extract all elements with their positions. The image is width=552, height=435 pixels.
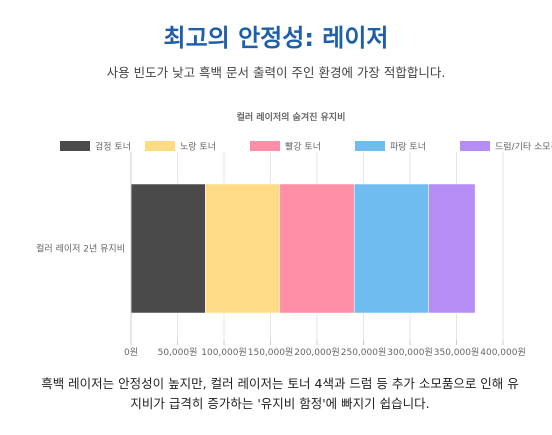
legend-label: 검정 토너 <box>95 141 131 153</box>
bar-segment <box>130 183 206 314</box>
bar-segment <box>279 183 355 314</box>
x-tick-label: 200,000원 <box>294 347 340 358</box>
legend-swatch <box>460 141 490 151</box>
legend-item: 드럼/기타 소모품 <box>460 141 552 153</box>
x-axis: 0원 50,000원 100,000원 150,000원 200,000원 250,000… <box>124 340 526 358</box>
bar-segment <box>205 183 281 314</box>
y-tick-label: 컬러 레이저 2년 유지비 <box>36 244 125 255</box>
chart-bars <box>130 183 476 314</box>
x-tick-label: 350,000원 <box>434 347 480 358</box>
x-tick-label: 0원 <box>124 347 138 358</box>
legend-label: 드럼/기타 소모품 <box>495 141 552 153</box>
x-tick-label: 250,000원 <box>341 347 387 358</box>
legend-swatch <box>145 141 175 151</box>
x-tick-label: 100,000원 <box>201 347 247 358</box>
legend-label: 빨강 토너 <box>285 142 321 153</box>
legend-swatch <box>250 141 280 151</box>
legend-label: 노랑 토너 <box>180 141 216 153</box>
chart-title: 컬러 레이저의 숨겨진 유지비 <box>237 111 346 123</box>
bar-segment <box>428 183 476 314</box>
page-title: 최고의 안정성: 레이저 <box>163 24 389 52</box>
footer-note: 흑백 레이저는 안정성이 높지만, 컬러 레이저는 토너 4색과 드럼 등 추가… <box>41 376 519 411</box>
y-axis: 컬러 레이저 2년 유지비 <box>36 152 132 340</box>
x-tick-label: 50,000원 <box>158 347 198 358</box>
legend-item: 파랑 토너 <box>355 141 426 153</box>
x-tick-label: 300,000원 <box>387 347 433 358</box>
bar-segment <box>353 183 429 314</box>
page-subtitle: 사용 빈도가 낮고 흑백 문서 출력이 주인 환경에 가장 적합합니다. <box>106 65 446 80</box>
x-tick-label: 400,000원 <box>480 347 526 358</box>
legend-item: 검정 토너 <box>60 141 131 153</box>
legend-item: 빨강 토너 <box>250 141 321 153</box>
x-tick-label: 150,000원 <box>248 347 294 358</box>
legend-swatch <box>60 141 90 151</box>
chart-legend: 검정 토너 노랑 토너 빨강 토너 파랑 토너 드럼/기타 소모품 <box>60 141 552 153</box>
stacked-bar-chart: 컬러 레이저의 숨겨진 유지비 검정 토너 노랑 토너 빨강 토너 파랑 토너 드럼/기… <box>36 111 552 358</box>
legend-item: 노랑 토너 <box>145 141 216 153</box>
legend-swatch <box>355 141 385 151</box>
legend-label: 파랑 토너 <box>390 141 426 153</box>
